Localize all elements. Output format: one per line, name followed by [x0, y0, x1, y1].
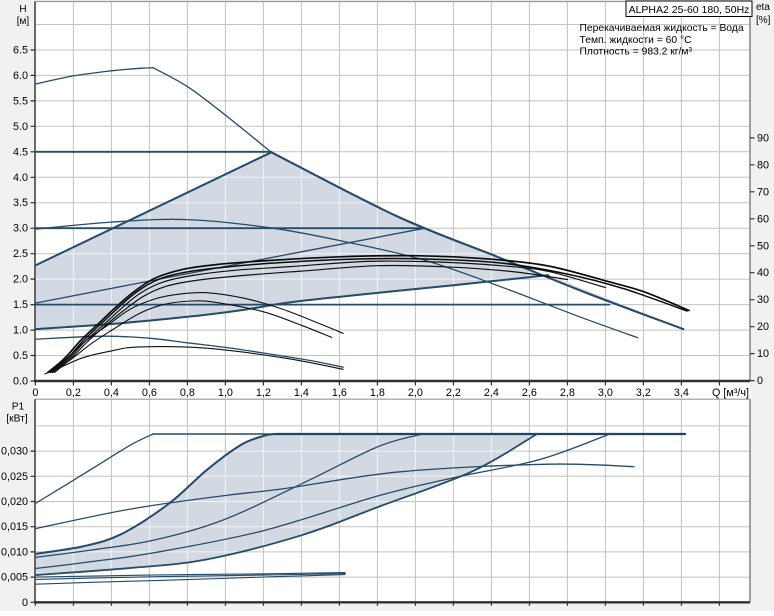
- svg-text:60: 60: [757, 213, 769, 225]
- svg-text:10: 10: [757, 348, 769, 360]
- svg-text:0,010: 0,010: [1, 546, 28, 558]
- svg-text:6.0: 6.0: [13, 70, 28, 82]
- svg-text:0,8: 0,8: [180, 387, 195, 399]
- svg-text:0,025: 0,025: [1, 471, 28, 483]
- svg-text:0: 0: [757, 375, 763, 387]
- svg-text:5.5: 5.5: [13, 95, 28, 107]
- svg-text:30: 30: [757, 294, 769, 306]
- svg-text:eta: eta: [756, 2, 770, 13]
- svg-text:3,4: 3,4: [674, 387, 689, 399]
- svg-text:2,6: 2,6: [522, 387, 537, 399]
- svg-text:2,2: 2,2: [446, 387, 461, 399]
- svg-text:2,0: 2,0: [408, 387, 423, 399]
- svg-text:Темп. жидкости = 60 °C: Темп. жидкости = 60 °C: [580, 35, 693, 46]
- svg-text:90: 90: [757, 132, 769, 144]
- svg-text:1,2: 1,2: [256, 387, 271, 399]
- svg-text:0.5: 0.5: [13, 350, 28, 362]
- svg-text:1,6: 1,6: [332, 387, 347, 399]
- svg-text:0,005: 0,005: [1, 572, 28, 584]
- svg-text:0,4: 0,4: [104, 387, 119, 399]
- svg-text:1,8: 1,8: [370, 387, 385, 399]
- svg-text:4.5: 4.5: [13, 146, 28, 158]
- svg-text:1,0: 1,0: [218, 387, 233, 399]
- svg-text:3,0: 3,0: [598, 387, 613, 399]
- svg-text:5.0: 5.0: [13, 121, 28, 133]
- svg-text:[кВт]: [кВт]: [6, 414, 28, 425]
- svg-text:20: 20: [757, 321, 769, 333]
- svg-text:0,020: 0,020: [1, 496, 28, 508]
- svg-text:Плотность = 983.2 кг/м³: Плотность = 983.2 кг/м³: [580, 47, 693, 58]
- svg-text:0,030: 0,030: [1, 446, 28, 458]
- svg-text:2,8: 2,8: [560, 387, 575, 399]
- svg-text:ALPHA2 25-60 180, 50Hz: ALPHA2 25-60 180, 50Hz: [629, 4, 750, 16]
- svg-text:[м]: [м]: [17, 16, 30, 27]
- svg-text:0: 0: [22, 597, 28, 609]
- svg-text:0,6: 0,6: [142, 387, 157, 399]
- svg-text:0,2: 0,2: [66, 387, 81, 399]
- svg-text:3.5: 3.5: [13, 197, 28, 209]
- svg-text:2.5: 2.5: [13, 248, 28, 260]
- svg-text:1.0: 1.0: [13, 325, 28, 337]
- svg-text:Перекачиваемая жидкость = Вода: Перекачиваемая жидкость = Вода: [580, 23, 744, 34]
- svg-text:Q [м³/ч]: Q [м³/ч]: [712, 387, 749, 399]
- svg-text:80: 80: [757, 159, 769, 171]
- svg-text:0.0: 0.0: [13, 376, 28, 388]
- svg-text:0,015: 0,015: [1, 521, 28, 533]
- svg-text:40: 40: [757, 267, 769, 279]
- svg-text:1.5: 1.5: [13, 299, 28, 311]
- svg-text:3.0: 3.0: [13, 223, 28, 235]
- svg-text:2.0: 2.0: [13, 274, 28, 286]
- svg-text:P1: P1: [12, 402, 25, 413]
- svg-text:50: 50: [757, 240, 769, 252]
- svg-text:70: 70: [757, 186, 769, 198]
- svg-text:0: 0: [32, 387, 38, 399]
- svg-text:H: H: [19, 4, 26, 15]
- svg-text:3,2: 3,2: [636, 387, 651, 399]
- svg-text:2,4: 2,4: [484, 387, 499, 399]
- svg-text:4.0: 4.0: [13, 172, 28, 184]
- svg-text:6.5: 6.5: [13, 45, 28, 57]
- svg-text:1,4: 1,4: [294, 387, 309, 399]
- svg-text:[%]: [%]: [756, 15, 771, 26]
